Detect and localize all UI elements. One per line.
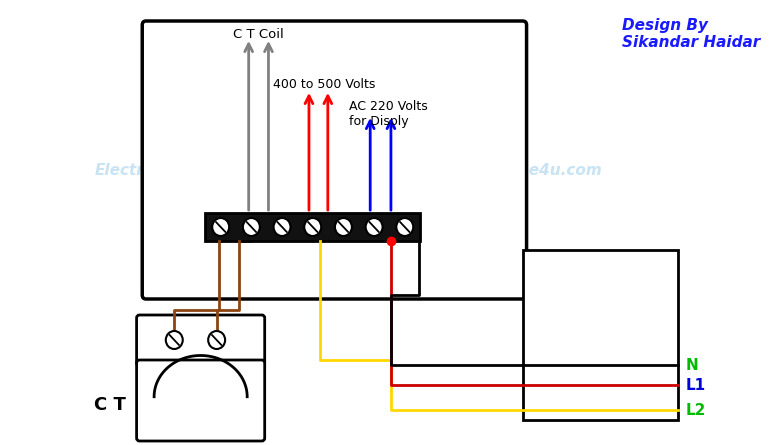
FancyBboxPatch shape: [142, 21, 526, 299]
Circle shape: [396, 218, 413, 236]
Text: C T: C T: [94, 396, 126, 414]
Bar: [523, 250, 679, 420]
Circle shape: [366, 218, 382, 236]
Circle shape: [243, 218, 260, 236]
Circle shape: [335, 218, 352, 236]
Circle shape: [212, 218, 229, 236]
Circle shape: [274, 218, 290, 236]
Text: ElectricalOnline4u.com: ElectricalOnline4u.com: [405, 163, 603, 178]
Text: AC 220 Volts
for Disply: AC 220 Volts for Disply: [349, 100, 427, 128]
Bar: [205, 213, 420, 241]
FancyBboxPatch shape: [136, 315, 264, 366]
Text: ElectricalOnline4u.com: ElectricalOnline4u.com: [94, 163, 292, 178]
Text: 400 to 500 Volts: 400 to 500 Volts: [273, 78, 375, 91]
Circle shape: [208, 331, 225, 349]
Text: N: N: [686, 357, 699, 372]
Circle shape: [304, 218, 321, 236]
Text: L1: L1: [686, 377, 706, 392]
Text: L2: L2: [686, 402, 706, 417]
FancyBboxPatch shape: [136, 360, 264, 441]
Text: Design By
Sikandar Haidar: Design By Sikandar Haidar: [622, 18, 760, 50]
Text: C T Coil: C T Coil: [232, 28, 283, 41]
Circle shape: [166, 331, 183, 349]
